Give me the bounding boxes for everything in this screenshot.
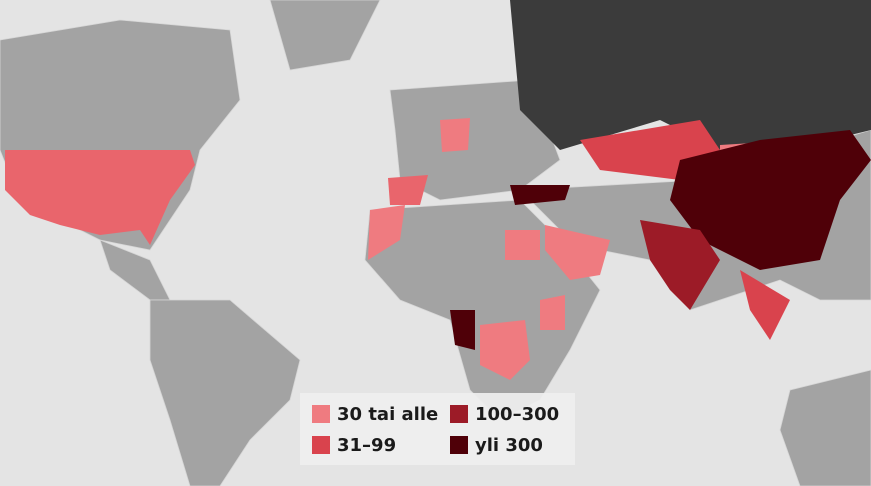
southeast-asia	[740, 270, 790, 340]
dr-congo	[480, 320, 530, 380]
germany	[440, 118, 470, 152]
legend-box	[300, 393, 575, 465]
legend-label: 100–300	[475, 404, 559, 425]
morocco	[368, 205, 405, 260]
south-america	[149, 299, 301, 486]
egypt	[505, 230, 540, 260]
australia	[779, 369, 871, 486]
highlighted-countries	[5, 118, 871, 380]
legend-swatch	[312, 436, 330, 454]
russia	[510, 0, 871, 150]
legend-swatch	[450, 405, 468, 423]
spain	[388, 175, 428, 205]
legend-swatch	[312, 405, 330, 423]
legend-label: yli 300	[475, 435, 543, 456]
gabon	[450, 310, 475, 350]
china	[670, 130, 871, 270]
india	[640, 220, 720, 310]
usa	[5, 150, 195, 245]
legend-swatch	[450, 436, 468, 454]
turkey	[510, 185, 570, 205]
ethiopia	[540, 295, 565, 330]
legend-label: 31–99	[337, 435, 396, 456]
greenland	[269, 0, 381, 71]
saudi-arabia	[545, 225, 610, 280]
legend: 30 tai alle 31–99 100–300 yli 300	[300, 393, 575, 465]
legend-label: 30 tai alle	[337, 404, 438, 425]
